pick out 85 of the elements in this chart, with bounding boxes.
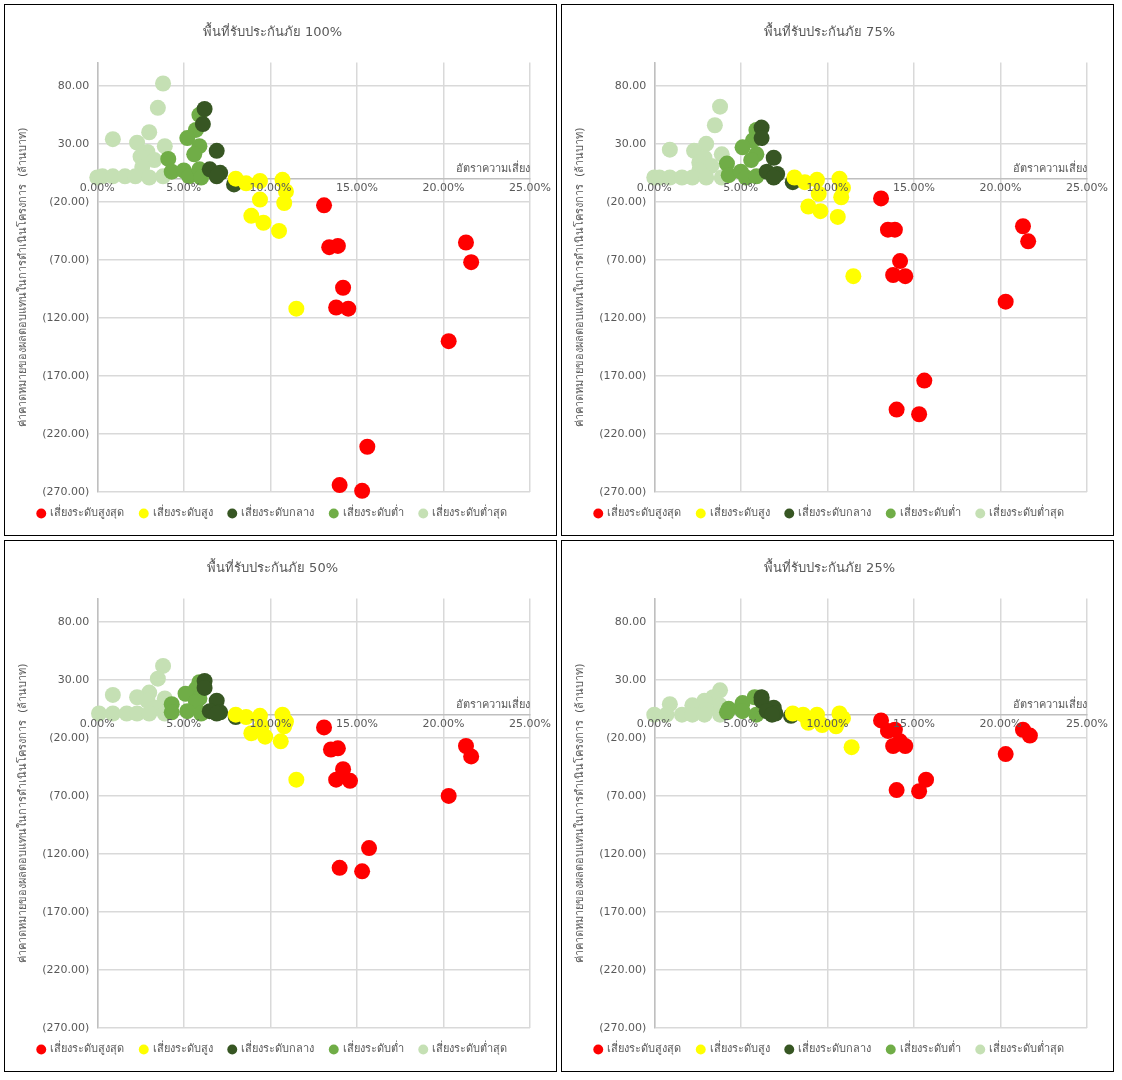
y-tick-label: 30.00 [57, 672, 90, 686]
y-tick-label: (20.00) [606, 194, 647, 208]
x-tick-label: 15.00% [335, 717, 378, 731]
x-tick-label: 20.00% [422, 717, 465, 731]
legend-label: เสี่ยงระดับสูงสุด [607, 504, 682, 520]
y-tick-label: (120.00) [42, 846, 90, 860]
y-tick-label: (20.00) [606, 730, 647, 744]
x-tick-label: 20.00% [979, 717, 1022, 731]
legend-label: เสี่ยงระดับกลาง [241, 1040, 315, 1056]
y-tick-label: (220.00) [42, 962, 90, 976]
chart-title: พื้นที่รับประกันภัย 25% [763, 558, 896, 576]
y-axis-title: ค่าคาดหมายของผลตอบแทนในการดำเนินโครงการ (ล้านบาท) [15, 663, 30, 964]
y-tick-label: (220.00) [599, 962, 647, 976]
y-tick-label: (120.00) [42, 310, 90, 324]
y-tick-label: (20.00) [49, 730, 90, 744]
y-tick-label: 80.00 [57, 614, 90, 628]
y-tick-label: (270.00) [599, 1020, 647, 1034]
y-tick-label: (270.00) [599, 484, 647, 498]
x-tick-label: 0.00% [79, 181, 115, 195]
x-tick-label: 15.00% [892, 717, 935, 731]
legend-label: เสี่ยงระดับต่ำ [899, 1040, 961, 1056]
x-tick-label: 0.00% [636, 717, 672, 731]
y-tick-label: 80.00 [614, 614, 647, 628]
legend-label: เสี่ยงระดับสูง [709, 1040, 770, 1056]
legend-label: เสี่ยงระดับกลาง [241, 504, 315, 520]
x-tick-label: 10.00% [806, 717, 849, 731]
legend-label: เสี่ยงระดับสูง [152, 1040, 213, 1056]
y-tick-label: (270.00) [42, 1020, 90, 1034]
legend-label: เสี่ยงระดับต่ำสุด [432, 504, 508, 520]
y-tick-label: (170.00) [42, 368, 90, 382]
x-tick-label: 20.00% [422, 181, 465, 195]
legend-label: เสี่ยงระดับสูงสุด [607, 1040, 682, 1056]
y-tick-label: (170.00) [599, 904, 647, 918]
x-tick-label: 25.00% [1066, 717, 1109, 731]
legend-label: เสี่ยงระดับต่ำ [342, 504, 404, 520]
x-tick-label: 5.00% [723, 717, 759, 731]
y-tick-label: (170.00) [42, 904, 90, 918]
x-tick-label: 15.00% [892, 181, 935, 195]
y-tick-label: (120.00) [599, 846, 647, 860]
x-tick-label: 0.00% [636, 181, 672, 195]
chart-title: พื้นที่รับประกันภัย 100% [202, 22, 343, 40]
y-tick-label: (170.00) [599, 368, 647, 382]
y-tick-label: (120.00) [599, 310, 647, 324]
y-axis-title: ค่าคาดหมายของผลตอบแทนในการดำเนินโครงการ (ล้านบาท) [15, 127, 30, 428]
x-tick-label: 25.00% [509, 717, 552, 731]
y-tick-label: (270.00) [42, 484, 90, 498]
x-tick-label: 20.00% [979, 181, 1022, 195]
x-tick-label: 5.00% [166, 717, 202, 731]
x-tick-label: 25.00% [1066, 181, 1109, 195]
x-axis-title: อัตราความเสี่ยง [1013, 696, 1088, 712]
x-tick-label: 0.00% [79, 717, 115, 731]
chart-title: พื้นที่รับประกันภัย 50% [206, 558, 339, 576]
y-tick-label: 80.00 [57, 78, 90, 92]
y-axis-title: ค่าคาดหมายของผลตอบแทนในการดำเนินโครงการ (ล้านบาท) [572, 663, 587, 964]
legend-label: เสี่ยงระดับสูงสุด [50, 504, 125, 520]
x-tick-label: 15.00% [335, 181, 378, 195]
x-tick-label: 25.00% [509, 181, 552, 195]
y-tick-label: 30.00 [57, 136, 90, 150]
legend-label: เสี่ยงระดับต่ำ [899, 504, 961, 520]
x-tick-label: 5.00% [723, 181, 759, 195]
y-tick-label: 30.00 [614, 136, 647, 150]
x-axis-title: อัตราความเสี่ยง [456, 160, 531, 176]
y-tick-label: 30.00 [614, 672, 647, 686]
x-axis-title: อัตราความเสี่ยง [456, 696, 531, 712]
legend-label: เสี่ยงระดับต่ำสุด [432, 1040, 508, 1056]
legend-label: เสี่ยงระดับสูง [709, 504, 770, 520]
legend-label: เสี่ยงระดับต่ำสุด [989, 1040, 1065, 1056]
legend-label: เสี่ยงระดับสูงสุด [50, 1040, 125, 1056]
y-tick-label: (220.00) [42, 426, 90, 440]
y-tick-label: (70.00) [49, 252, 90, 266]
y-tick-label: (70.00) [49, 788, 90, 802]
legend-label: เสี่ยงระดับต่ำ [342, 1040, 404, 1056]
legend-label: เสี่ยงระดับกลาง [798, 504, 872, 520]
y-tick-label: 80.00 [614, 78, 647, 92]
x-axis-title: อัตราความเสี่ยง [1013, 160, 1088, 176]
chart-title: พื้นที่รับประกันภัย 75% [763, 22, 896, 40]
y-tick-label: (70.00) [606, 788, 647, 802]
legend-label: เสี่ยงระดับต่ำสุด [989, 504, 1065, 520]
legend-label: เสี่ยงระดับสูง [152, 504, 213, 520]
y-axis-title: ค่าคาดหมายของผลตอบแทนในการดำเนินโครงการ (ล้านบาท) [572, 127, 587, 428]
y-tick-label: (20.00) [49, 194, 90, 208]
legend-label: เสี่ยงระดับกลาง [798, 1040, 872, 1056]
y-tick-label: (220.00) [599, 426, 647, 440]
x-tick-label: 5.00% [166, 181, 202, 195]
y-tick-label: (70.00) [606, 252, 647, 266]
